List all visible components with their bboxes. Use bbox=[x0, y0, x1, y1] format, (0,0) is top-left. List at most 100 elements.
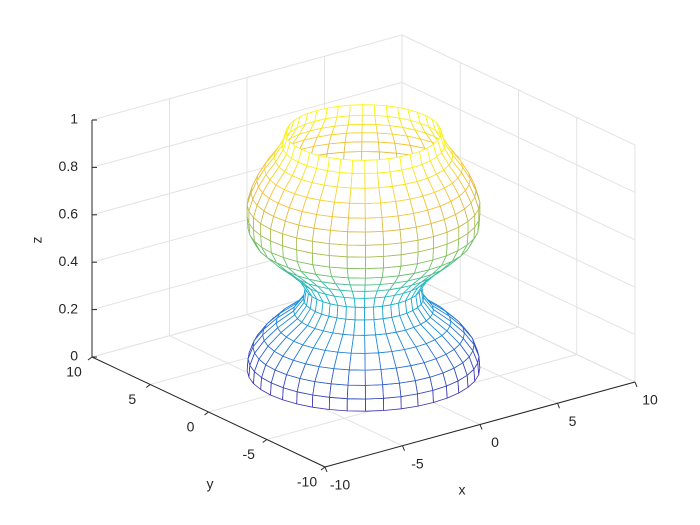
mesh-face bbox=[329, 266, 349, 279]
mesh-face bbox=[395, 198, 414, 217]
x-tick bbox=[557, 403, 560, 409]
mesh-face bbox=[349, 104, 363, 117]
mesh-face bbox=[361, 104, 376, 116]
y-tick bbox=[262, 439, 268, 443]
mesh-face bbox=[345, 123, 363, 134]
mesh-face bbox=[329, 383, 349, 400]
mesh-face bbox=[346, 256, 366, 270]
y-tick-label: 0 bbox=[187, 419, 195, 435]
x-tick-label: 0 bbox=[491, 434, 499, 450]
mesh-face bbox=[390, 302, 401, 318]
mesh-face bbox=[378, 185, 397, 204]
mesh-face bbox=[380, 367, 400, 386]
mesh-face bbox=[339, 158, 354, 174]
mesh-face bbox=[378, 141, 397, 154]
y-tick bbox=[145, 384, 151, 388]
mesh-face bbox=[364, 397, 385, 412]
mesh-face bbox=[364, 369, 384, 386]
mesh-face bbox=[328, 396, 348, 412]
mesh-face bbox=[346, 244, 366, 258]
mesh-face bbox=[364, 352, 382, 371]
mesh-face bbox=[350, 334, 366, 354]
z-tick-label: 0.4 bbox=[59, 253, 79, 269]
mesh-face bbox=[316, 199, 335, 218]
grid-line bbox=[401, 271, 636, 383]
grid-line bbox=[91, 34, 403, 121]
mesh-face bbox=[344, 132, 363, 143]
mesh-face bbox=[364, 284, 381, 292]
mesh-face bbox=[343, 296, 356, 308]
mesh-face bbox=[364, 384, 384, 400]
x-tick bbox=[324, 466, 328, 473]
mesh-face bbox=[361, 132, 379, 143]
mesh-face bbox=[349, 284, 366, 292]
mesh-face bbox=[346, 267, 366, 279]
mesh-face bbox=[399, 154, 413, 171]
mesh-face bbox=[316, 155, 330, 172]
z-axis-label: z bbox=[29, 237, 45, 244]
x-tick-label: -5 bbox=[411, 455, 424, 471]
mesh-face bbox=[364, 267, 384, 279]
mesh-face bbox=[311, 227, 331, 245]
mesh-face bbox=[364, 319, 376, 336]
y-tick-label: -10 bbox=[297, 474, 317, 490]
mesh-face bbox=[312, 381, 332, 398]
grid-line bbox=[91, 81, 403, 168]
mesh-face bbox=[330, 216, 349, 233]
mesh-face bbox=[346, 384, 366, 400]
mesh-face bbox=[364, 187, 382, 204]
mesh-face bbox=[361, 123, 378, 134]
mesh-face bbox=[363, 306, 375, 321]
mesh-face bbox=[383, 242, 402, 257]
mesh-face bbox=[328, 303, 339, 319]
y-axis-label: y bbox=[207, 476, 214, 492]
x-tick-label: -10 bbox=[330, 477, 350, 493]
mesh-face bbox=[361, 114, 377, 125]
mesh-face bbox=[364, 244, 385, 258]
mesh-face bbox=[353, 319, 366, 336]
mesh-face bbox=[328, 229, 349, 246]
mesh-face bbox=[381, 304, 393, 320]
mesh-face bbox=[354, 306, 365, 321]
mesh-face bbox=[351, 159, 366, 174]
mesh-face bbox=[331, 201, 351, 219]
mesh-face bbox=[330, 368, 350, 386]
mesh-face bbox=[380, 200, 399, 218]
grid-line bbox=[401, 34, 636, 146]
mesh-face bbox=[364, 255, 385, 270]
mesh-face bbox=[363, 297, 376, 308]
mesh-face bbox=[364, 172, 380, 189]
mesh-face bbox=[364, 230, 385, 246]
z-tick-label: 0.8 bbox=[59, 158, 79, 174]
mesh-face bbox=[348, 202, 366, 219]
mesh-face bbox=[364, 202, 383, 219]
x-tick bbox=[634, 381, 638, 388]
mesh-face bbox=[364, 276, 383, 286]
mesh-face bbox=[382, 254, 402, 269]
z-tick-label: 0 bbox=[70, 348, 78, 364]
mesh-face bbox=[376, 158, 391, 174]
y-tick-label: 5 bbox=[128, 391, 136, 407]
mesh-face bbox=[377, 171, 393, 189]
mesh-face bbox=[328, 243, 348, 258]
mesh-face bbox=[349, 187, 366, 204]
mesh-face bbox=[346, 398, 366, 412]
mesh-face bbox=[381, 215, 401, 232]
mesh-face bbox=[382, 229, 402, 246]
grid-line bbox=[401, 81, 636, 193]
mesh-face bbox=[347, 217, 366, 233]
mesh-face bbox=[336, 104, 351, 118]
mesh-face bbox=[388, 156, 403, 173]
mesh-face bbox=[334, 186, 352, 204]
x-axis-label: x bbox=[459, 482, 466, 498]
mesh-face bbox=[382, 382, 402, 399]
mesh-face bbox=[347, 277, 366, 286]
mesh-face bbox=[347, 114, 363, 126]
mesh-face bbox=[364, 290, 378, 299]
mesh-face bbox=[376, 132, 396, 144]
mesh-face bbox=[373, 305, 384, 321]
mesh-face bbox=[353, 297, 366, 308]
mesh-face bbox=[347, 369, 366, 386]
x-tick-label: 5 bbox=[569, 413, 577, 429]
